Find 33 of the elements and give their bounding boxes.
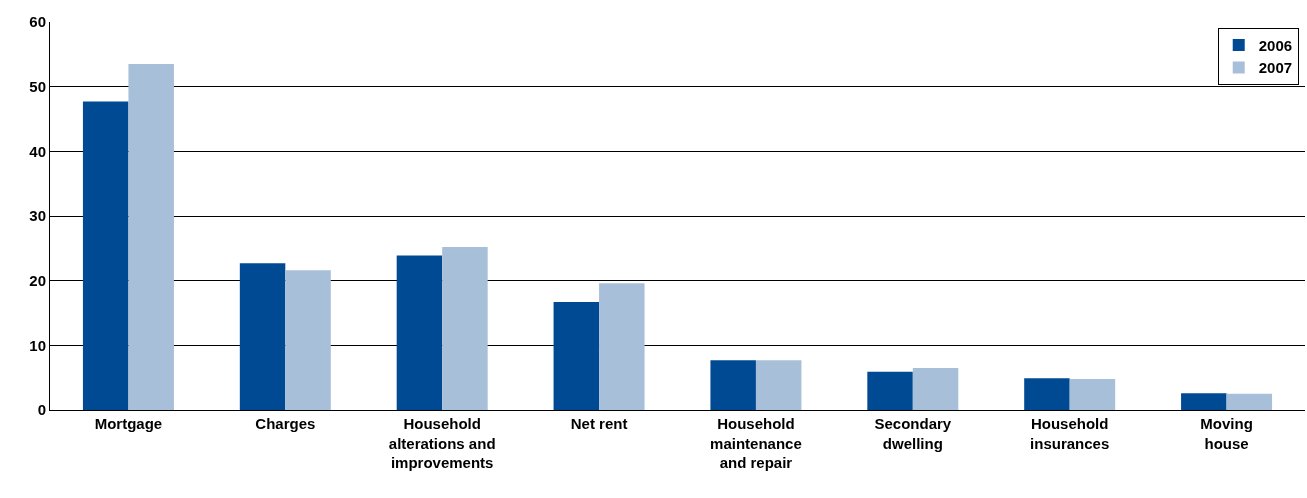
x-tick-label: Mortgage	[94, 415, 163, 432]
x-tick-label: Charges	[255, 415, 316, 432]
y-tick-label: 0	[37, 401, 46, 419]
x-tick-label: Household alterations and improvements	[388, 415, 496, 471]
x-tick-label: Net rent	[570, 415, 628, 432]
legend-label: 2007	[1258, 59, 1293, 77]
bar	[1069, 378, 1116, 410]
bar	[442, 247, 488, 410]
bar	[710, 360, 756, 410]
bar	[553, 302, 600, 410]
bar	[128, 64, 174, 410]
bar	[912, 367, 959, 410]
legend-label: 2006	[1258, 36, 1293, 54]
y-tick-label: 50	[29, 77, 46, 95]
x-tick-label: Household insurances	[1030, 415, 1110, 452]
y-tick-label: 40	[29, 142, 46, 160]
bar	[1181, 393, 1227, 410]
x-tick-label: Secondary dwelling	[874, 415, 952, 452]
bar	[755, 360, 802, 410]
bar	[599, 283, 645, 410]
x-tick-label: Moving house	[1200, 415, 1253, 452]
bar	[1024, 378, 1070, 410]
x-tick-label: Household maintenance and repair	[710, 415, 802, 471]
bar	[867, 371, 913, 410]
bar	[239, 263, 286, 410]
y-tick-label: 10	[29, 336, 46, 354]
y-tick-label: 60	[29, 13, 46, 31]
bar	[396, 255, 443, 410]
y-tick-label: 30	[29, 207, 46, 225]
bar	[285, 270, 331, 410]
y-tick-label: 20	[29, 271, 46, 289]
bar	[1226, 393, 1273, 410]
bar	[82, 101, 129, 410]
